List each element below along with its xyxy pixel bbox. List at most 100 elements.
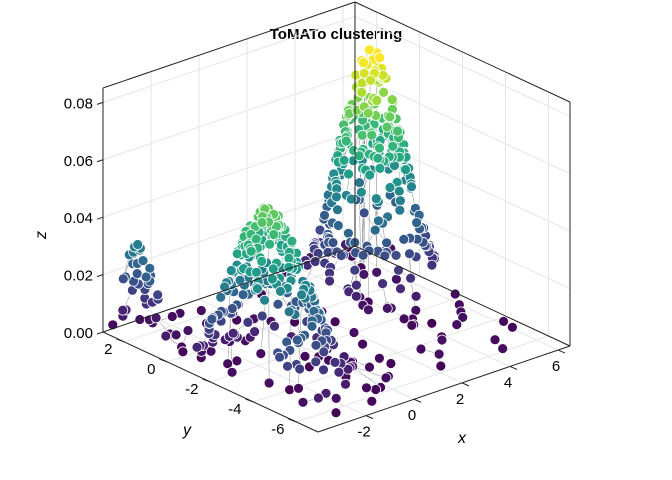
data-point xyxy=(297,396,309,408)
data-point xyxy=(324,275,336,287)
data-point xyxy=(231,248,243,260)
data-point xyxy=(318,346,330,358)
data-point xyxy=(318,364,329,376)
data-point xyxy=(353,150,365,162)
data-point xyxy=(256,310,268,322)
data-point xyxy=(256,217,268,228)
data-point xyxy=(170,329,182,341)
data-point xyxy=(310,356,322,368)
data-point xyxy=(411,217,423,229)
data-point xyxy=(137,255,149,267)
data-point xyxy=(191,341,203,353)
y-tick-mark xyxy=(245,398,254,403)
data-point xyxy=(415,343,427,355)
data-point xyxy=(252,283,263,295)
data-point xyxy=(329,356,341,368)
data-point xyxy=(384,111,396,123)
data-point xyxy=(426,259,438,271)
z-tick-mark xyxy=(96,274,104,278)
data-point xyxy=(361,382,372,394)
data-point xyxy=(296,289,308,301)
data-point xyxy=(117,273,129,285)
left-wall-gridline xyxy=(102,73,356,161)
data-point xyxy=(410,290,422,302)
data-point xyxy=(291,334,303,346)
data-point xyxy=(370,384,382,395)
data-point xyxy=(384,182,396,193)
data-point xyxy=(195,305,207,316)
x-tick-label: 6 xyxy=(552,358,560,375)
data-point xyxy=(231,355,243,367)
z-axis-label: z xyxy=(33,231,50,240)
data-point xyxy=(177,346,189,358)
data-point xyxy=(250,233,262,245)
z-tick-label: 0.02 xyxy=(64,268,93,285)
z-tick-label: 0.00 xyxy=(64,325,93,342)
data-point xyxy=(426,317,438,329)
data-point xyxy=(350,290,362,302)
data-point xyxy=(293,382,304,394)
box-edge xyxy=(354,1,571,103)
data-point xyxy=(507,321,518,333)
data-point xyxy=(390,273,402,285)
data-point xyxy=(249,326,261,338)
data-point xyxy=(369,224,381,236)
x-tick-label: 4 xyxy=(504,374,512,391)
data-point xyxy=(294,363,306,375)
data-point xyxy=(286,235,298,247)
data-point xyxy=(250,266,262,278)
x-tick-mark xyxy=(557,349,566,354)
data-point xyxy=(374,52,386,64)
data-point xyxy=(348,327,360,338)
data-point xyxy=(225,265,237,276)
data-point xyxy=(398,313,410,325)
data-point xyxy=(222,358,234,370)
y-tick-mark xyxy=(288,418,297,423)
y-tick-label: -2 xyxy=(185,381,198,398)
data-point xyxy=(227,327,239,339)
data-point xyxy=(274,351,286,363)
data-point xyxy=(381,302,393,314)
x-tick-label: -2 xyxy=(357,424,370,441)
data-point xyxy=(182,325,194,336)
data-point xyxy=(306,320,318,332)
data-point xyxy=(379,250,391,262)
data-point xyxy=(272,298,284,310)
z-tick-label: 0.04 xyxy=(64,210,93,227)
frame-layer xyxy=(102,1,571,433)
ticks-layer: -2 0 2 4 6 2 0 -2 -4 -6 0.00 0.02 0.04 0.06 0.08 xyxy=(64,95,566,441)
data-point xyxy=(358,268,370,280)
data-point xyxy=(206,313,218,325)
data-point xyxy=(269,320,280,332)
y-tick-mark xyxy=(116,338,125,343)
data-point xyxy=(312,392,324,404)
data-point xyxy=(435,360,447,372)
data-point xyxy=(342,227,354,239)
data-point xyxy=(406,181,417,193)
data-point xyxy=(259,294,271,306)
neighbour-edge xyxy=(352,366,381,388)
back-wall-gridline xyxy=(354,15,571,117)
data-point xyxy=(264,238,276,250)
data-point xyxy=(132,239,144,250)
data-point xyxy=(338,154,350,166)
points-layer xyxy=(107,44,518,419)
data-point xyxy=(263,377,275,389)
data-point xyxy=(356,87,368,98)
data-point xyxy=(390,249,402,261)
data-point xyxy=(362,304,374,316)
data-point xyxy=(131,268,143,280)
data-point xyxy=(370,193,382,205)
data-point xyxy=(358,57,370,69)
data-point xyxy=(256,255,268,267)
data-point xyxy=(310,339,322,351)
x-tick-label: 2 xyxy=(456,391,464,408)
data-point xyxy=(371,266,383,278)
data-point xyxy=(268,229,280,240)
y-tick-label: 0 xyxy=(147,361,155,378)
data-point xyxy=(387,140,399,152)
box-edge xyxy=(102,1,356,89)
data-point xyxy=(362,107,374,119)
y-tick-mark xyxy=(159,358,168,363)
data-point xyxy=(372,152,384,164)
